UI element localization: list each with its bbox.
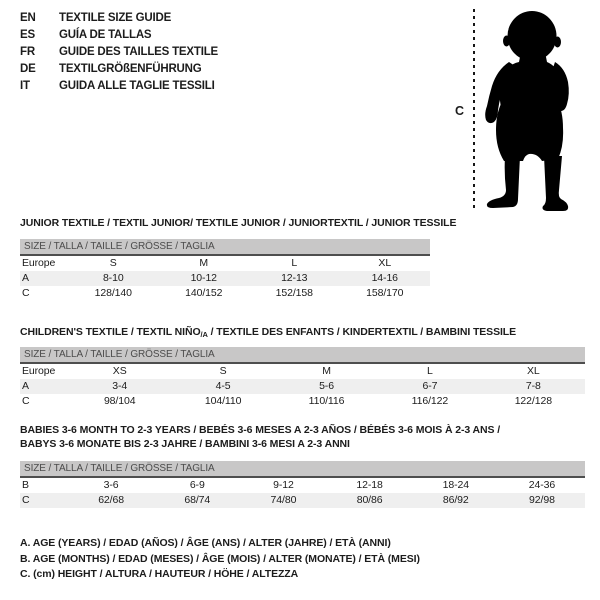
table-cell: 140/152 (185, 287, 223, 299)
legend-line-c: C. (cm) HEIGHT / ALTURA / HAUTEUR / HÖHE… (20, 568, 299, 580)
table-cell: 12-13 (281, 272, 308, 284)
lang-row-fr: FR GUIDE DES TAILLES TEXTILE (20, 44, 218, 61)
table-cell: 8-10 (102, 272, 124, 284)
legend-line-b: B. AGE (MONTHS) / EDAD (MESES) / ÂGE (MO… (20, 552, 420, 565)
lang-code: EN (20, 12, 36, 24)
children-row-a: A 3-4 4-5 5-6 6-7 7-8 (20, 379, 585, 394)
lang-row-es: ES GUÍA DE TALLAS (20, 27, 218, 44)
table-cell: 12-18 (356, 479, 383, 491)
babies-table: SIZE / TALLA / TAILLE / GRÖSSE / TAGLIA … (20, 461, 585, 508)
row-label: C (22, 287, 30, 299)
row-label: B (22, 479, 29, 491)
junior-row-c: C 128/140 140/152 152/158 158/170 (20, 286, 430, 301)
table-cell: 9-12 (273, 479, 294, 491)
table-cell: 122/128 (514, 395, 552, 407)
lang-title: GUÍA DE TALLAS (59, 29, 152, 41)
table-cell: 86/92 (442, 494, 469, 506)
lang-code: IT (20, 80, 30, 92)
lang-row-it: IT GUIDA ALLE TAGLIE TESSILI (20, 78, 218, 95)
lang-title: GUIDA ALLE TAGLIE TESSILI (59, 80, 215, 92)
table-cell: 98/104 (103, 395, 136, 407)
table-cell: 110/116 (308, 395, 345, 407)
table-cell: 6-9 (189, 479, 205, 491)
children-title-prefix: CHILDREN'S TEXTILE / TEXTIL NIÑO (20, 326, 201, 338)
junior-table: SIZE / TALLA / TAILLE / GRÖSSE / TAGLIA … (20, 239, 430, 301)
children-table: SIZE / TALLA / TAILLE / GRÖSSE / TAGLIA … (20, 347, 585, 409)
table-cell: 128/140 (94, 287, 132, 299)
col-header: XS (112, 365, 127, 377)
table-cell: 14-16 (371, 272, 398, 284)
region-label: Europe (22, 257, 56, 269)
legend-line-a: A. AGE (YEARS) / EDAD (AÑOS) / ÂGE (ANS)… (20, 537, 391, 549)
children-title-subscript: /A (200, 330, 208, 339)
lang-title: TEXTILGRÖßENFÜHRUNG (59, 63, 202, 75)
col-header: M (322, 365, 331, 377)
table-cell: 74/80 (270, 494, 297, 506)
table-cell: 3-6 (103, 479, 119, 491)
lang-code: DE (20, 63, 36, 75)
measurement-legend: A. AGE (YEARS) / EDAD (AÑOS) / ÂGE (ANS)… (20, 536, 420, 583)
babies-row-b: B 3-6 6-9 9-12 12-18 18-24 24-36 (20, 478, 585, 493)
col-header: XL (527, 365, 540, 377)
babies-size-header-bar: SIZE / TALLA / TAILLE / GRÖSSE / TAGLIA (20, 461, 585, 478)
table-cell: 104/110 (204, 395, 242, 407)
col-header: S (109, 257, 117, 269)
table-cell: 18-24 (442, 479, 469, 491)
table-cell: 3-4 (112, 380, 128, 392)
table-cell: 10-12 (190, 272, 217, 284)
lang-row-en: EN TEXTILE SIZE GUIDE (20, 10, 218, 27)
col-header: XL (378, 257, 392, 269)
junior-size-header-bar: SIZE / TALLA / TAILLE / GRÖSSE / TAGLIA (20, 239, 430, 256)
lang-title: TEXTILE SIZE GUIDE (59, 12, 172, 24)
table-cell: 116/122 (411, 395, 449, 407)
table-cell: 7-8 (525, 380, 541, 392)
table-cell: 158/170 (366, 287, 404, 299)
table-cell: 24-36 (528, 479, 556, 491)
lang-code: FR (20, 46, 35, 58)
children-row-c: C 98/104 104/110 110/116 116/122 122/128 (20, 394, 585, 409)
col-header: M (199, 257, 209, 269)
row-label: A (22, 380, 29, 392)
table-cell: 6-7 (422, 380, 438, 392)
lang-title: GUIDE DES TAILLES TEXTILE (59, 46, 218, 58)
height-marker-label: C (455, 104, 465, 118)
junior-row-a: A 8-10 10-12 12-13 14-16 (20, 271, 430, 286)
children-table-title: CHILDREN'S TEXTILE / TEXTIL NIÑO/A / TEX… (20, 326, 516, 342)
babies-row-c: C 62/68 68/74 74/80 80/86 86/92 92/98 (20, 493, 585, 508)
table-cell: 152/158 (275, 287, 313, 299)
babies-title-line1: BABIES 3-6 MONTH TO 2-3 YEARS / BEBÉS 3-… (20, 424, 501, 436)
table-cell: 68/74 (184, 494, 211, 506)
table-cell: 80/86 (356, 494, 383, 506)
col-header: S (219, 365, 227, 377)
children-column-header-row: Europe XS S M L XL (20, 364, 585, 379)
lang-row-de: DE TEXTILGRÖßENFÜHRUNG (20, 61, 218, 78)
children-size-header-bar: SIZE / TALLA / TAILLE / GRÖSSE / TAGLIA (20, 347, 585, 364)
row-label: C (22, 395, 30, 407)
height-dashed-line (473, 9, 475, 208)
region-label: Europe (22, 365, 56, 377)
language-title-list: EN TEXTILE SIZE GUIDE ES GUÍA DE TALLAS … (20, 10, 218, 95)
col-header: L (291, 257, 298, 269)
junior-column-header-row: Europe S M L XL (20, 256, 430, 271)
babies-title-line2: BABYS 3-6 MONATE BIS 2-3 JAHRE / BAMBINI… (20, 437, 350, 450)
children-title-suffix: / TEXTILE DES ENFANTS / KINDERTEXTIL / B… (207, 326, 517, 338)
table-cell: 5-6 (319, 380, 334, 392)
table-cell: 4-5 (215, 380, 231, 392)
col-header: L (427, 365, 433, 377)
babies-table-title: BABIES 3-6 MONTH TO 2-3 YEARS / BEBÉS 3-… (20, 424, 500, 451)
row-label: A (22, 272, 29, 284)
baby-silhouette-icon (485, 11, 569, 211)
row-label: C (22, 494, 30, 506)
lang-code: ES (20, 29, 35, 41)
table-cell: 62/68 (98, 494, 124, 506)
junior-table-title: JUNIOR TEXTILE / TEXTIL JUNIOR/ TEXTILE … (20, 217, 457, 229)
table-cell: 92/98 (529, 494, 555, 506)
